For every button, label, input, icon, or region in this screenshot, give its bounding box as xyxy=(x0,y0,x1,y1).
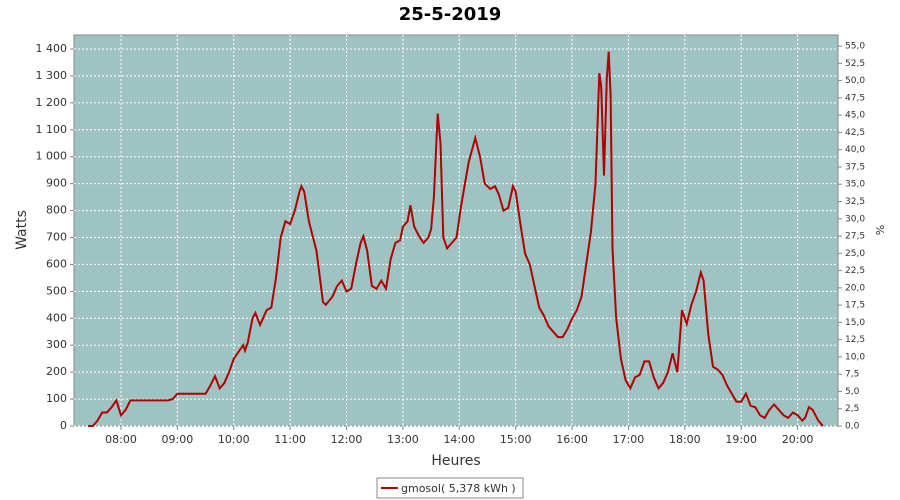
y2-tick-label: 45,0 xyxy=(845,111,865,121)
y2-tick-label: 12,5 xyxy=(845,335,865,345)
x-tick-label: 13:00 xyxy=(387,433,419,446)
y2-tick-label: 42,5 xyxy=(845,128,865,138)
y-tick-label: 700 xyxy=(46,231,67,244)
y2-tick-label: 50,0 xyxy=(845,76,865,86)
legend-label: gmosol( 5,378 kWh ) xyxy=(401,482,516,495)
y2-tick-label: 10,0 xyxy=(845,352,865,362)
y-tick-label: 1 100 xyxy=(36,123,68,136)
y-tick-label: 900 xyxy=(46,177,67,190)
y-tick-label: 300 xyxy=(46,338,67,351)
y2-tick-label: 52,5 xyxy=(845,59,865,69)
y2-tick-label: 17,5 xyxy=(845,301,865,311)
x-tick-label: 12:00 xyxy=(331,433,363,446)
y-tick-label: 1 400 xyxy=(36,42,68,55)
y2-tick-label: 15,0 xyxy=(845,318,865,328)
x-tick-label: 09:00 xyxy=(162,433,194,446)
y-tick-label: 1 200 xyxy=(36,96,68,109)
y-tick-label: 200 xyxy=(46,365,67,378)
legend-box xyxy=(376,477,524,499)
y2-tick-label: 30,0 xyxy=(845,214,865,224)
y2-tick-label: 25,0 xyxy=(845,249,865,259)
y2-tick-label: 40,0 xyxy=(845,145,865,155)
y-axis-label: Watts xyxy=(14,210,30,250)
x-tick-label: 18:00 xyxy=(669,433,701,446)
y-tick-label: 500 xyxy=(46,284,67,297)
y2-tick-label: 5,0 xyxy=(845,387,860,397)
plot-area xyxy=(73,34,839,427)
y2-tick-label: 35,0 xyxy=(845,180,865,190)
x-tick-label: 15:00 xyxy=(500,433,532,446)
x-axis-label: Heures xyxy=(431,453,480,469)
y2-axis-label: % xyxy=(874,225,887,235)
y-tick-label: 400 xyxy=(46,311,67,324)
x-tick-label: 19:00 xyxy=(725,433,757,446)
y2-tick-label: 37,5 xyxy=(845,162,865,172)
y-tick-label: 800 xyxy=(46,204,67,217)
y2-tick-label: 7,5 xyxy=(845,370,859,380)
y2-tick-label: 2,5 xyxy=(845,404,859,414)
y2-tick-label: 22,5 xyxy=(845,266,865,276)
y2-tick-label: 32,5 xyxy=(845,197,865,207)
x-tick-label: 11:00 xyxy=(274,433,306,446)
y-tick-label: 1 300 xyxy=(36,69,68,82)
series-line xyxy=(88,51,824,427)
y-tick-label: 100 xyxy=(46,392,67,405)
x-tick-label: 08:00 xyxy=(105,433,137,446)
y-tick-label: 600 xyxy=(46,257,67,270)
x-tick-label: 14:00 xyxy=(443,433,475,446)
y2-tick-label: 0,0 xyxy=(845,422,860,432)
x-tick-label: 10:00 xyxy=(218,433,250,446)
y2-tick-label: 55,0 xyxy=(845,42,865,52)
y2-tick-label: 27,5 xyxy=(845,232,865,242)
x-tick-label: 16:00 xyxy=(556,433,588,446)
y2-tick-label: 47,5 xyxy=(845,93,865,103)
y-tick-label: 0 xyxy=(60,419,67,432)
y-tick-label: 1 000 xyxy=(36,150,68,163)
chart-title: 25-5-2019 xyxy=(399,4,502,25)
x-tick-label: 20:00 xyxy=(782,433,814,446)
y2-tick-label: 20,0 xyxy=(845,283,865,293)
x-tick-label: 17:00 xyxy=(613,433,645,446)
